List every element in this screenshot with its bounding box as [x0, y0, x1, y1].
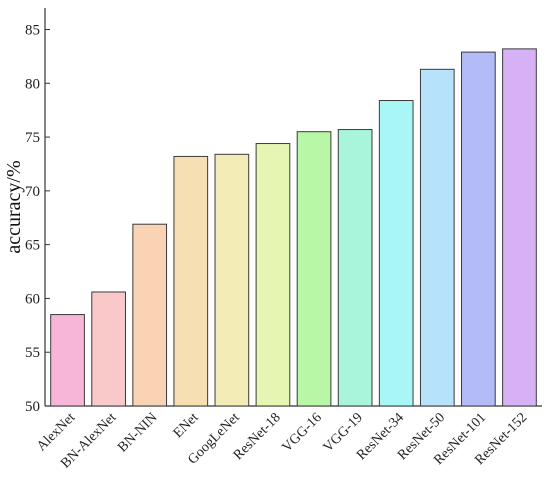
axes: [44, 8, 542, 407]
bar-vgg-16: [296, 131, 332, 407]
bar-resnet-101: [461, 51, 496, 407]
y-tick-label: 70: [25, 184, 40, 200]
y-tick-label: 75: [25, 130, 40, 146]
bar-googlenet: [214, 153, 250, 407]
y-tick-label: 60: [25, 291, 40, 307]
y-tick-label: 65: [25, 238, 40, 254]
bar-vgg-19: [337, 129, 373, 407]
bar-bn-alexnet: [91, 291, 126, 407]
y-tick-label: 85: [25, 23, 40, 39]
bars: [50, 48, 537, 407]
bar-resnet-152: [502, 48, 537, 407]
bar-resnet-18: [255, 143, 291, 407]
y-tick-label: 80: [25, 76, 40, 92]
bar-alexnet: [50, 314, 85, 407]
y-tick-label: 50: [25, 399, 40, 415]
bar-bn-nin: [132, 223, 168, 407]
bar-resnet-34: [378, 100, 414, 407]
bar-enet: [173, 155, 209, 407]
y-axis-ticks: 50 55 60 65 70 75 80 85: [25, 23, 50, 415]
x-tick-label: VGG-16: [280, 410, 325, 455]
y-tick-label: 55: [25, 345, 40, 361]
x-tick-label: BN-NIN: [115, 410, 160, 455]
y-axis-title: accuracy/%: [3, 160, 25, 253]
x-tick-label: ENet: [171, 410, 202, 441]
bar-resnet-50: [419, 68, 455, 407]
